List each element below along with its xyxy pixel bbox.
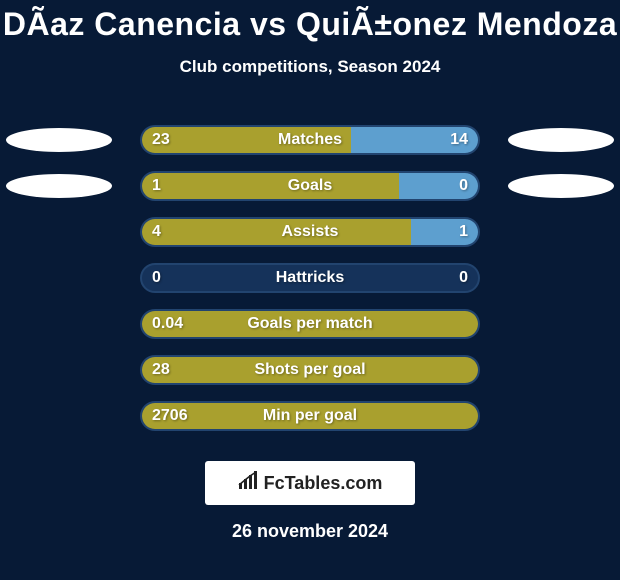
stat-bar: 4Assists1 [140,217,480,247]
stat-row: 0Hattricks0 [0,255,620,301]
player-left-oval [6,128,112,152]
stat-label: Hattricks [142,265,478,291]
stat-label: Shots per goal [142,357,478,383]
right-value: 1 [459,219,468,245]
date-caption: 26 november 2024 [0,521,620,542]
stat-row: 28Shots per goal [0,347,620,393]
page-title: DÃ­az Canencia vs QuiÃ±onez Mendoza [0,0,620,43]
stat-bar: 2706Min per goal [140,401,480,431]
fctables-logo: FcTables.com [205,461,415,505]
stat-bar: 23Matches14 [140,125,480,155]
right-value: 0 [459,265,468,291]
stat-row: 2706Min per goal [0,393,620,439]
player-right-oval [508,128,614,152]
player-left-oval [6,174,112,198]
stat-bar: 0Hattricks0 [140,263,480,293]
stat-bar: 1Goals0 [140,171,480,201]
stat-label: Goals per match [142,311,478,337]
stat-label: Matches [142,127,478,153]
stat-bar: 28Shots per goal [140,355,480,385]
stat-row: 23Matches14 [0,117,620,163]
stat-label: Assists [142,219,478,245]
comparison-infographic: DÃ­az Canencia vs QuiÃ±onez Mendoza Club… [0,0,620,580]
stat-row: 1Goals0 [0,163,620,209]
stat-row: 4Assists1 [0,209,620,255]
stat-bar: 0.04Goals per match [140,309,480,339]
subtitle: Club competitions, Season 2024 [0,57,620,77]
stat-row: 0.04Goals per match [0,301,620,347]
stat-label: Min per goal [142,403,478,429]
right-value: 14 [450,127,468,153]
right-value: 0 [459,173,468,199]
stat-label: Goals [142,173,478,199]
player-right-oval [508,174,614,198]
bar-chart-icon [238,471,260,496]
stat-rows: 23Matches141Goals04Assists10Hattricks00.… [0,117,620,439]
logo-text: FcTables.com [264,473,383,494]
